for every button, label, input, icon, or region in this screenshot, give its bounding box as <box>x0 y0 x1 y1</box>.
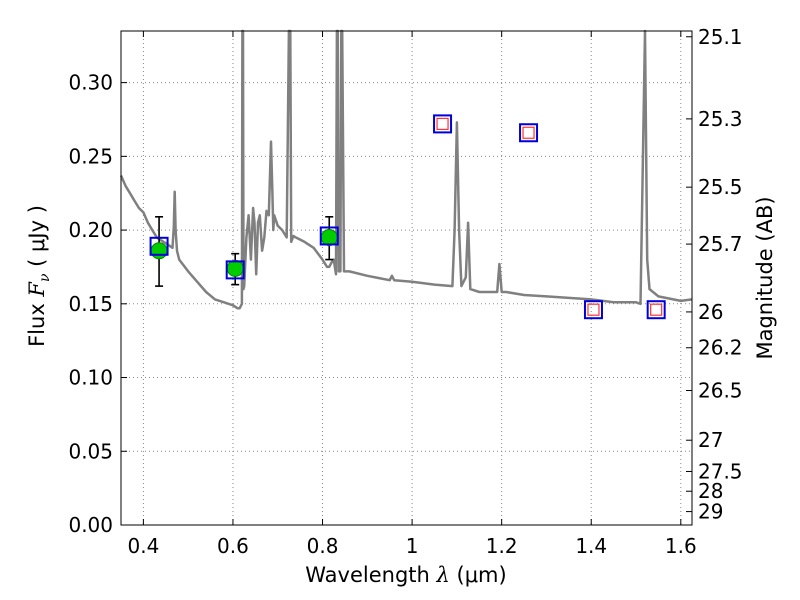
model-band-markers <box>149 114 666 320</box>
x-tick-label: 0.8 <box>307 534 339 558</box>
upper-limit-marker <box>436 117 449 131</box>
y-tick-label: 0.15 <box>68 292 113 316</box>
y2-tick-label: 25.1 <box>698 25 743 49</box>
x-tick-label: 1.4 <box>575 534 607 558</box>
upper-limit-marker <box>522 126 535 139</box>
y2-tick-label: 25.5 <box>698 175 743 199</box>
y-tick-label: 0.00 <box>68 513 113 537</box>
upper-limit-marker <box>587 303 600 316</box>
y-tick-label: 0.05 <box>68 439 113 463</box>
y2-tick-label: 29 <box>698 500 723 524</box>
y-axis-label: Flux Fν ( μJy ) <box>25 205 53 347</box>
grid-lines <box>121 31 692 526</box>
y2-tick-label: 27 <box>698 428 723 452</box>
x-tick-label: 0.6 <box>217 534 249 558</box>
x-tick-label: 1 <box>406 534 419 558</box>
y2-tick-label: 26 <box>698 300 723 324</box>
observed-point <box>226 259 244 277</box>
y-tick-label: 0.30 <box>68 71 113 95</box>
y2-axis-label: Magnitude (AB) <box>753 196 777 359</box>
axis-ticks <box>121 31 692 526</box>
y-tick-labels: 0.00 0.05 0.10 0.15 0.20 0.25 0.30 <box>68 71 113 537</box>
model-band-marker <box>149 236 169 256</box>
model-band-marker <box>225 260 245 280</box>
x-axis-label: Wavelength λ (μm) <box>305 563 506 587</box>
y2-tick-label: 25.3 <box>698 107 743 131</box>
y-tick-label: 0.25 <box>68 144 113 168</box>
y2-tick-label: 26.5 <box>698 379 743 403</box>
x-tick-labels: 0.4 0.6 0.8 1 1.2 1.4 1.6 <box>127 534 696 558</box>
y2-tick-label: 26.2 <box>698 336 743 360</box>
model-band-marker <box>519 123 539 143</box>
model-band-marker <box>583 300 603 320</box>
y2-tick-label: 28 <box>698 479 723 503</box>
plot-frame <box>120 30 693 526</box>
upper-limit-markers <box>436 117 663 316</box>
model-band-marker <box>433 114 453 134</box>
upper-limit-marker <box>650 303 663 316</box>
observed-point <box>320 228 338 246</box>
x-tick-label: 1.6 <box>665 534 697 558</box>
x-tick-label: 0.4 <box>127 534 159 558</box>
model-band-marker <box>646 300 666 320</box>
y-tick-label: 0.20 <box>68 218 113 242</box>
model-spectrum <box>119 29 693 310</box>
x-tick-label: 1.2 <box>486 534 518 558</box>
observed-point <box>150 242 168 260</box>
y2-tick-label: 25.7 <box>698 232 743 256</box>
model-spectrum-line <box>119 29 693 310</box>
y2-tick-label: 27.5 <box>698 459 743 483</box>
model-band-marker <box>319 226 339 246</box>
y-tick-label: 0.10 <box>68 366 113 390</box>
